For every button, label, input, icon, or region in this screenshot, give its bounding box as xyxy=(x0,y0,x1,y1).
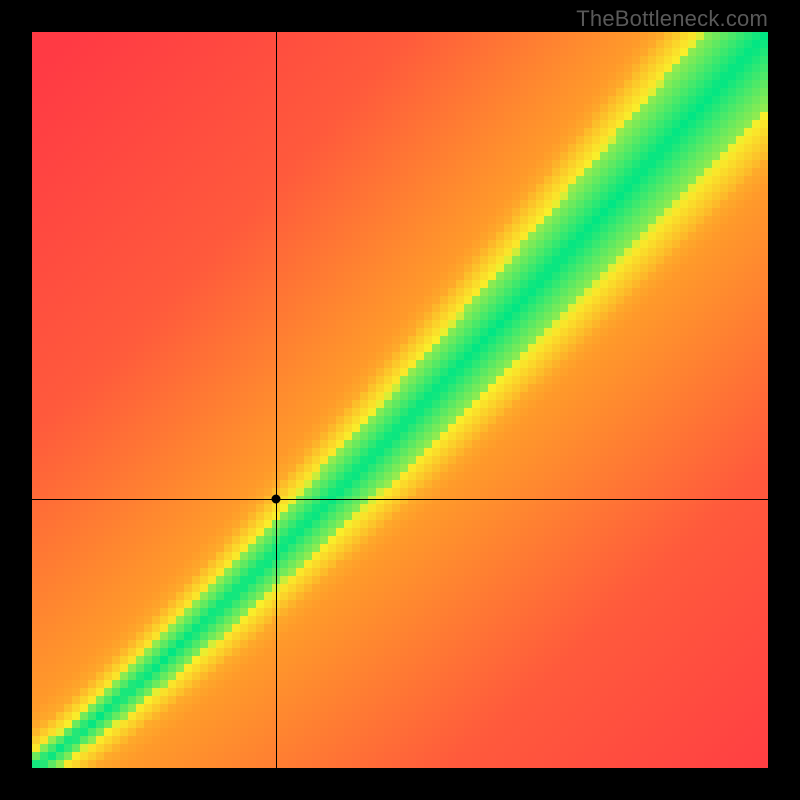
watermark-text: TheBottleneck.com xyxy=(576,6,768,32)
heatmap-canvas xyxy=(32,32,768,768)
crosshair-marker xyxy=(272,495,281,504)
chart-container: TheBottleneck.com xyxy=(0,0,800,800)
plot-area xyxy=(32,32,768,768)
crosshair-horizontal xyxy=(32,499,768,500)
crosshair-vertical xyxy=(276,32,277,768)
